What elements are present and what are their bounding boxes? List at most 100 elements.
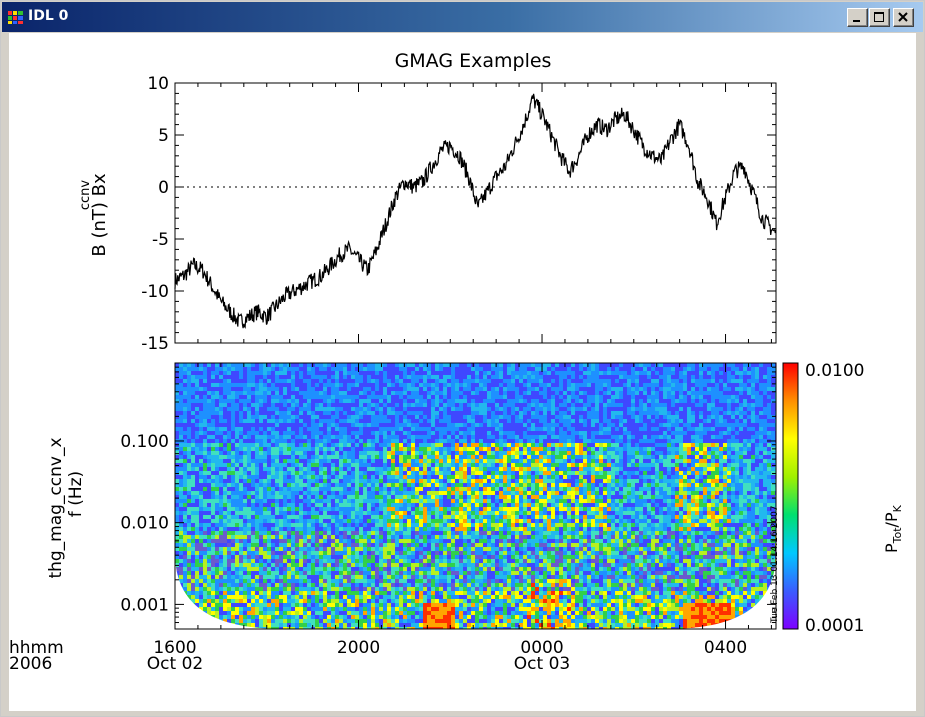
spectrogram-cell bbox=[755, 447, 759, 451]
spectrogram-cell bbox=[599, 483, 603, 487]
spectrogram-cell bbox=[339, 371, 343, 375]
spectrogram-cell bbox=[487, 367, 491, 371]
spectrogram-cell bbox=[299, 367, 303, 371]
spectrogram-cell bbox=[323, 371, 327, 375]
spectrogram-cell bbox=[207, 411, 211, 415]
spectrogram-cell bbox=[311, 479, 315, 483]
title-bar[interactable]: IDL 0 bbox=[2, 2, 923, 32]
spectrogram-cell bbox=[431, 423, 435, 427]
spectrogram-cell bbox=[307, 475, 311, 479]
spectrogram-cell bbox=[563, 459, 567, 463]
spectrogram-cell bbox=[375, 391, 379, 395]
spectrogram-cell bbox=[703, 435, 707, 439]
spectrogram-cell bbox=[231, 415, 235, 419]
spectrogram-cell bbox=[203, 455, 207, 459]
spectrogram-cell bbox=[263, 387, 267, 391]
spectrogram-cell bbox=[567, 371, 571, 375]
spectrogram-cell bbox=[215, 399, 219, 403]
spectrogram-cell bbox=[411, 379, 415, 383]
spectrogram-cell bbox=[695, 395, 699, 399]
spectrogram-cell bbox=[651, 451, 655, 455]
spectrogram-cell bbox=[435, 459, 439, 463]
spectrogram-cell bbox=[759, 483, 763, 487]
spectrogram-cell bbox=[183, 443, 187, 447]
spectrogram-cell bbox=[599, 471, 603, 475]
spectrogram-cell bbox=[527, 383, 531, 387]
spectrogram-cell bbox=[543, 435, 547, 439]
spectrogram-cell bbox=[199, 467, 203, 471]
spectrogram-cell bbox=[595, 447, 599, 451]
spectrogram-cell bbox=[691, 471, 695, 475]
spectrogram-cell bbox=[711, 403, 715, 407]
spectrogram-cell bbox=[503, 395, 507, 399]
spectrogram-cell bbox=[279, 483, 283, 487]
spectrogram-cell bbox=[175, 423, 179, 427]
spectrogram-cell bbox=[731, 463, 735, 467]
spectrogram-cell bbox=[531, 427, 535, 431]
spectrogram-cell bbox=[699, 411, 703, 415]
spectrogram-cell bbox=[731, 371, 735, 375]
spectrogram-cell bbox=[535, 439, 539, 443]
spectrogram-cell bbox=[659, 467, 663, 471]
spectrogram-cell bbox=[539, 379, 543, 383]
spectrogram-cell bbox=[355, 471, 359, 475]
spectrogram-cell bbox=[747, 451, 751, 455]
spectrogram-cell bbox=[183, 395, 187, 399]
spectrogram-cell bbox=[363, 487, 367, 491]
spectrogram-cell bbox=[279, 447, 283, 451]
spectrogram-cell bbox=[411, 455, 415, 459]
spectrogram-cell bbox=[247, 467, 251, 471]
spectrogram-cell bbox=[283, 383, 287, 387]
spectrogram-cell bbox=[731, 447, 735, 451]
spectrogram-cell bbox=[459, 383, 463, 387]
spectrogram-cell bbox=[495, 391, 499, 395]
spectrogram-cell bbox=[251, 415, 255, 419]
line-y-axis-superscript: ccnv bbox=[78, 180, 93, 211]
spectrogram-cell bbox=[675, 447, 679, 451]
spectrogram-cell bbox=[311, 435, 315, 439]
spectrogram-cell bbox=[663, 419, 667, 423]
spectrogram-cell bbox=[719, 451, 723, 455]
maximize-button[interactable] bbox=[869, 8, 890, 27]
spectrogram-cell bbox=[543, 367, 547, 371]
spectrogram-cell bbox=[527, 395, 531, 399]
spectrogram-cell bbox=[727, 439, 731, 443]
spectrogram-cell bbox=[539, 479, 543, 483]
spectrogram-cell bbox=[339, 387, 343, 391]
spectrogram-cell bbox=[467, 463, 471, 467]
spectrogram-cell bbox=[411, 403, 415, 407]
spectrogram-cell bbox=[531, 379, 535, 383]
spectrogram-cell bbox=[451, 379, 455, 383]
spectrogram-cell bbox=[551, 403, 555, 407]
spectrogram-cell bbox=[635, 411, 639, 415]
spectrogram-cell bbox=[487, 471, 491, 475]
spectrogram-cell bbox=[219, 407, 223, 411]
spectrogram-cell bbox=[603, 463, 607, 467]
spectrogram-cell bbox=[495, 399, 499, 403]
minimize-button[interactable] bbox=[847, 8, 868, 27]
spectrogram-cell bbox=[479, 383, 483, 387]
spectrogram-cell bbox=[495, 403, 499, 407]
spectrogram-cell bbox=[603, 391, 607, 395]
spectrogram-cell bbox=[747, 387, 751, 391]
close-button[interactable] bbox=[893, 8, 914, 27]
spectrogram-cell bbox=[331, 451, 335, 455]
spectrogram-cell bbox=[719, 367, 723, 371]
spectrogram-cell bbox=[299, 411, 303, 415]
spectrogram-cell bbox=[479, 487, 483, 491]
spectrogram-cell bbox=[195, 451, 199, 455]
spectrogram-cell bbox=[371, 455, 375, 459]
spectrogram-cell bbox=[175, 371, 179, 375]
spectrogram-cell bbox=[347, 479, 351, 483]
spectrogram-cell bbox=[507, 363, 511, 367]
spectrogram-cell bbox=[403, 399, 407, 403]
spectrogram-cell bbox=[371, 483, 375, 487]
spectrogram-cell bbox=[175, 427, 179, 431]
spectrogram-cell bbox=[371, 475, 375, 479]
spectrogram-cell bbox=[755, 371, 759, 375]
spectrogram-cell bbox=[555, 399, 559, 403]
spectrogram-cell bbox=[411, 431, 415, 435]
spectrogram-cell bbox=[243, 491, 247, 495]
spectrogram-cell bbox=[587, 451, 591, 455]
